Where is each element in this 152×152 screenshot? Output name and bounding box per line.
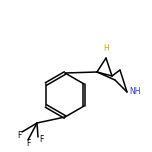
Text: NH: NH: [129, 88, 140, 97]
Text: F: F: [39, 135, 43, 145]
Text: F: F: [17, 131, 21, 140]
Text: H: H: [103, 44, 109, 53]
Text: F: F: [26, 138, 30, 147]
